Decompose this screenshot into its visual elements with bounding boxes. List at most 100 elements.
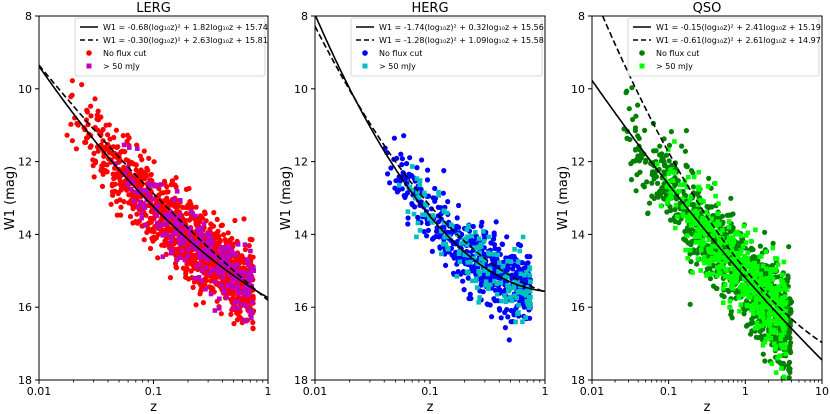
data-point bbox=[727, 275, 732, 280]
data-point bbox=[687, 301, 693, 307]
data-point bbox=[504, 234, 510, 240]
data-point bbox=[229, 282, 235, 288]
legend-box bbox=[350, 17, 543, 77]
data-point bbox=[466, 295, 472, 302]
data-point bbox=[88, 143, 94, 149]
data-point bbox=[720, 300, 726, 305]
data-point bbox=[207, 250, 212, 255]
data-point bbox=[770, 240, 776, 246]
data-point bbox=[460, 278, 466, 284]
data-point bbox=[772, 346, 778, 352]
data-point bbox=[687, 198, 693, 203]
data-point bbox=[177, 198, 183, 203]
data-point bbox=[516, 290, 521, 295]
data-point bbox=[399, 162, 405, 168]
data-point bbox=[75, 122, 81, 128]
data-point bbox=[225, 276, 231, 282]
data-point bbox=[183, 210, 189, 217]
data-point bbox=[734, 231, 740, 237]
data-point bbox=[405, 215, 411, 221]
data-point bbox=[387, 180, 393, 186]
data-point bbox=[686, 174, 691, 180]
series-bright-50mjy bbox=[113, 142, 256, 324]
data-point bbox=[706, 175, 712, 181]
data-point bbox=[223, 247, 228, 252]
data-point bbox=[682, 182, 688, 188]
data-point bbox=[473, 278, 478, 284]
data-point bbox=[162, 212, 168, 217]
data-point bbox=[661, 169, 668, 176]
data-point bbox=[457, 259, 463, 265]
data-point bbox=[202, 211, 208, 217]
data-point bbox=[156, 192, 162, 198]
data-point bbox=[199, 258, 205, 264]
legend-label: W1 = -0.30(log₁₀z)² + 2.63log₁₀z + 15.81 bbox=[103, 36, 268, 45]
data-point bbox=[692, 234, 698, 239]
data-point bbox=[655, 161, 660, 167]
data-point bbox=[153, 208, 158, 214]
data-point bbox=[691, 174, 697, 180]
data-point bbox=[147, 245, 154, 252]
data-point bbox=[778, 336, 784, 342]
data-point bbox=[688, 223, 694, 228]
data-point bbox=[673, 202, 679, 208]
data-point bbox=[141, 148, 147, 154]
data-point bbox=[751, 271, 756, 277]
data-point bbox=[502, 293, 507, 298]
data-point bbox=[505, 274, 510, 280]
data-point bbox=[712, 221, 717, 227]
data-point bbox=[69, 78, 75, 84]
data-point bbox=[149, 235, 155, 241]
data-point bbox=[409, 202, 415, 208]
data-point bbox=[184, 225, 189, 231]
data-point bbox=[104, 169, 110, 175]
data-point bbox=[139, 211, 144, 216]
data-point bbox=[134, 211, 140, 217]
legend-label: W1 = -1.28(log₁₀z)² + 1.09log₁₀z + 15.58 bbox=[379, 36, 544, 45]
data-point bbox=[208, 242, 214, 248]
data-point bbox=[411, 211, 417, 217]
data-point bbox=[248, 274, 253, 279]
data-point bbox=[232, 275, 237, 280]
data-point bbox=[239, 290, 244, 296]
data-point bbox=[783, 342, 788, 347]
data-point bbox=[764, 294, 770, 300]
data-point bbox=[436, 189, 441, 195]
data-point bbox=[405, 209, 411, 214]
data-point bbox=[200, 248, 205, 253]
data-point bbox=[230, 305, 236, 311]
data-point bbox=[137, 187, 142, 193]
data-point bbox=[704, 258, 710, 263]
data-point bbox=[685, 255, 690, 261]
data-point bbox=[207, 271, 212, 276]
data-point bbox=[461, 287, 467, 293]
data-point bbox=[527, 266, 533, 272]
data-point bbox=[755, 271, 760, 277]
y-tick-label: 12 bbox=[18, 156, 32, 169]
data-point bbox=[445, 199, 451, 205]
data-point bbox=[525, 301, 531, 307]
data-point bbox=[633, 113, 639, 119]
data-point bbox=[197, 262, 202, 268]
data-point bbox=[688, 194, 694, 199]
data-point bbox=[241, 216, 247, 222]
data-point bbox=[205, 240, 211, 245]
data-point bbox=[690, 184, 697, 190]
data-point bbox=[174, 204, 180, 210]
data-point bbox=[417, 182, 422, 188]
data-point bbox=[728, 195, 734, 201]
data-point bbox=[185, 247, 191, 252]
data-point bbox=[719, 292, 725, 298]
data-point bbox=[199, 250, 205, 256]
data-point bbox=[397, 178, 403, 184]
data-point bbox=[628, 177, 635, 183]
axes-frame bbox=[591, 15, 823, 381]
legend-circle-marker bbox=[362, 50, 368, 56]
data-point bbox=[174, 257, 180, 262]
data-point bbox=[483, 279, 489, 284]
data-point bbox=[730, 211, 736, 217]
data-point bbox=[482, 268, 488, 273]
data-point bbox=[246, 290, 252, 296]
legend-label: No flux cut bbox=[103, 49, 146, 58]
data-point bbox=[755, 324, 761, 330]
